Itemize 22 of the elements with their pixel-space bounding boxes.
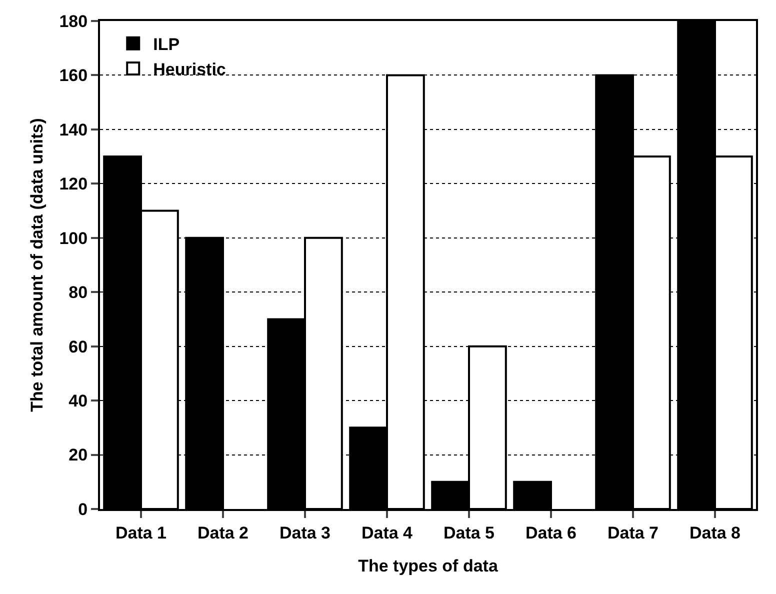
x-tick-label: Data 8 [689,523,741,542]
y-tick-label: 80 [68,283,88,302]
x-tick-label: Data 2 [197,523,249,542]
x-tick-label: Data 6 [525,523,577,542]
y-tick-label: 100 [59,228,88,248]
x-axis-title: The types of data [358,556,498,576]
y-tick-label: 180 [59,12,88,31]
x-tick-label: Data 5 [443,523,495,542]
x-tick-label: Data 3 [279,523,331,542]
y-tick-label: 120 [59,174,88,194]
y-tick-label: 140 [59,120,88,140]
y-tick-label: 60 [68,337,88,356]
y-tick-label: 160 [59,66,88,86]
legend-label: ILP [153,35,180,54]
x-tick-label: Data 7 [607,523,659,542]
x-tick-label: Data 4 [361,523,414,542]
y-tick-label: 40 [68,392,88,411]
y-tick-label: 20 [68,446,88,465]
x-tick-label: Data 1 [115,523,167,542]
y-axis-title: The total amount of data (data units) [27,118,46,412]
y-tick-label: 0 [78,500,88,519]
legend-label: Heuristic [153,60,226,80]
